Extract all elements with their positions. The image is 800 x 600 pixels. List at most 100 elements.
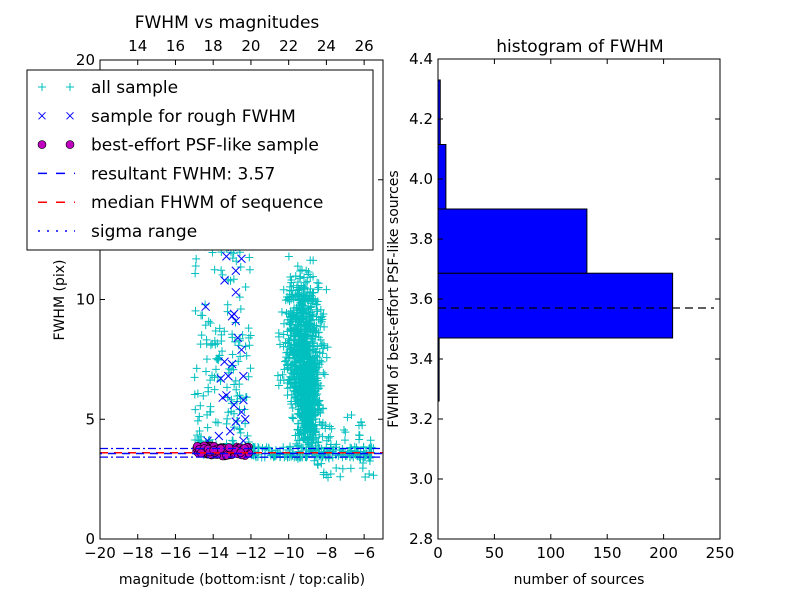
all-sample-point bbox=[322, 470, 331, 479]
legend: all sample sample for rough FWHM best-effo… bbox=[26, 69, 374, 251]
all-sample-point bbox=[314, 445, 323, 454]
all-sample-point bbox=[301, 451, 310, 460]
rough-fwhm-point bbox=[233, 333, 243, 343]
all-sample-point bbox=[347, 410, 356, 419]
x-tick-label: −18 bbox=[122, 544, 154, 562]
all-sample-point bbox=[228, 436, 237, 445]
all-sample-point bbox=[314, 328, 323, 337]
y-tick-label: 10 bbox=[76, 291, 95, 309]
all-sample-point bbox=[303, 332, 312, 341]
all-sample-point bbox=[301, 337, 310, 346]
all-sample-point bbox=[236, 305, 245, 314]
all-sample-point bbox=[193, 389, 202, 398]
all-sample-point bbox=[235, 424, 244, 433]
all-sample-point bbox=[305, 383, 314, 392]
all-sample-point bbox=[228, 350, 237, 359]
all-sample-point bbox=[297, 265, 306, 274]
x-tick-label: 0 bbox=[433, 544, 443, 562]
legend-item: sigma range bbox=[38, 222, 197, 242]
all-sample-point bbox=[233, 392, 242, 401]
rough-fwhm-point bbox=[237, 254, 246, 264]
top-tick-label: 16 bbox=[166, 37, 185, 55]
all-sample-point bbox=[225, 364, 234, 373]
all-sample-point bbox=[299, 435, 308, 444]
all-sample-point bbox=[326, 443, 335, 452]
all-sample-point bbox=[317, 421, 326, 430]
all-sample-point bbox=[234, 357, 243, 366]
all-sample-point bbox=[274, 381, 283, 390]
all-sample-point bbox=[283, 360, 292, 369]
all-sample-point bbox=[241, 419, 250, 428]
all-sample-point bbox=[323, 343, 332, 352]
all-sample-point bbox=[318, 312, 327, 321]
legend-box bbox=[26, 69, 374, 251]
all-sample-point bbox=[332, 440, 341, 449]
all-sample-point bbox=[286, 380, 295, 389]
all-sample-point bbox=[317, 459, 326, 468]
all-sample-point bbox=[311, 332, 320, 341]
all-sample-point bbox=[308, 295, 317, 304]
all-sample-point bbox=[241, 283, 250, 292]
all-sample-point bbox=[201, 367, 210, 376]
all-sample-point bbox=[211, 340, 220, 349]
all-sample-point bbox=[301, 278, 310, 287]
top-tick-label: 26 bbox=[355, 37, 374, 55]
all-sample-point bbox=[211, 418, 220, 427]
histogram-y-label: FWHM of best-effort PSF-like sources bbox=[386, 170, 402, 427]
top-tick-label: 22 bbox=[279, 37, 298, 55]
all-sample-point bbox=[304, 268, 313, 276]
all-sample-point bbox=[195, 412, 204, 421]
all-sample-point bbox=[295, 274, 304, 283]
all-sample-point bbox=[297, 405, 306, 414]
all-sample-point bbox=[195, 426, 204, 435]
x-tick-label: 150 bbox=[593, 544, 622, 562]
all-sample-point bbox=[197, 331, 206, 340]
all-sample-point bbox=[286, 312, 295, 321]
scatter-top-ticks: 14 16 18 20 22 24 26 bbox=[128, 37, 374, 65]
all-sample-point bbox=[298, 400, 307, 409]
all-sample-point bbox=[288, 292, 297, 301]
all-sample-point bbox=[244, 372, 253, 381]
all-sample-point bbox=[210, 265, 219, 274]
y-tick-label: 2.8 bbox=[409, 530, 433, 548]
all-sample-point bbox=[361, 472, 370, 481]
all-sample-point bbox=[320, 322, 329, 331]
scatter-title: FWHM vs magnitudes bbox=[135, 13, 320, 33]
all-sample-point bbox=[308, 398, 317, 407]
all-sample-point bbox=[202, 355, 211, 364]
all-sample-point bbox=[241, 342, 250, 351]
all-sample-point bbox=[294, 324, 303, 333]
all-sample-point bbox=[234, 341, 243, 350]
all-sample-point bbox=[365, 454, 374, 463]
legend-label: resultant FWHM: 3.57 bbox=[91, 164, 275, 184]
all-sample-point bbox=[315, 430, 324, 439]
rough-fwhm-point bbox=[222, 252, 231, 261]
all-sample-point bbox=[246, 364, 255, 373]
all-sample-point bbox=[343, 413, 352, 422]
all-sample-point bbox=[191, 269, 200, 278]
all-sample-point bbox=[341, 428, 350, 437]
rough-fwhm-point bbox=[220, 357, 229, 367]
legend-plus-icon bbox=[66, 83, 74, 91]
all-sample-point bbox=[308, 376, 317, 385]
all-sample-point bbox=[210, 385, 219, 394]
all-sample-point bbox=[191, 261, 200, 270]
rough-fwhm-point bbox=[237, 407, 246, 417]
all-sample-point bbox=[287, 397, 296, 406]
y-tick-label: 3.6 bbox=[409, 290, 433, 308]
rough-fwhm-point bbox=[222, 390, 231, 400]
all-sample-point bbox=[299, 368, 308, 377]
x-tick-label: −6 bbox=[353, 544, 375, 562]
all-sample-point bbox=[276, 340, 285, 349]
x-tick-label: −16 bbox=[160, 544, 192, 562]
all-sample-point bbox=[193, 431, 202, 440]
all-sample-point bbox=[192, 364, 201, 373]
rough-fwhm-point bbox=[225, 426, 235, 436]
all-sample-point bbox=[318, 404, 327, 413]
all-sample-point bbox=[211, 326, 220, 335]
all-sample-point bbox=[245, 341, 254, 350]
all-sample-point bbox=[245, 265, 254, 274]
psf-like-point bbox=[224, 443, 234, 452]
all-sample-point bbox=[283, 338, 292, 347]
y-tick-label: 3.2 bbox=[409, 410, 433, 428]
